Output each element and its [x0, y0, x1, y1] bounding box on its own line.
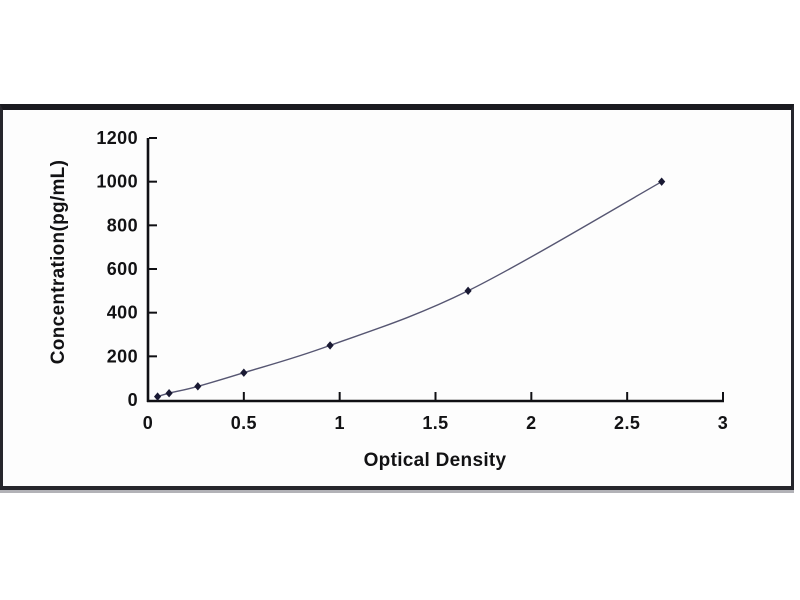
x-tick-label: 2.5: [614, 413, 640, 433]
data-point-marker: [326, 341, 334, 350]
curve-and-markers: [153, 177, 666, 401]
axes: [146, 138, 724, 403]
x-tick-label: 3: [718, 413, 728, 433]
tick-marks-and-labels: 0 0.5 1 1.5 2 2.5 3 0 200 400 600 800 1000 1200: [96, 128, 728, 433]
x-tick-label: 1.5: [422, 413, 448, 433]
data-point-marker: [194, 382, 202, 391]
y-tick-label: 800: [107, 215, 138, 235]
y-tick-label: 0: [128, 390, 138, 410]
data-point-marker: [165, 388, 173, 398]
y-tick-label: 1200: [96, 128, 138, 148]
data-point-marker: [464, 286, 472, 296]
figure-frame: [0, 104, 794, 490]
data-point-marker: [153, 392, 162, 401]
x-tick-label: 2: [526, 413, 536, 433]
x-tick-label: 1: [334, 413, 344, 433]
standard-curve-line: [157, 181, 663, 398]
y-tick-label: 1000: [96, 172, 138, 192]
y-tick-label: 400: [107, 303, 138, 323]
y-tick-label: 200: [107, 346, 138, 366]
x-tick-label: 0.5: [231, 413, 257, 433]
data-point-marker: [658, 177, 666, 186]
x-axis-title: Optical Density: [364, 450, 507, 471]
y-tick-label: 600: [107, 259, 138, 279]
y-axis-title: Concentration(pg/mL): [48, 160, 69, 364]
data-point-marker: [240, 368, 248, 377]
x-tick-label: 0: [143, 413, 153, 433]
